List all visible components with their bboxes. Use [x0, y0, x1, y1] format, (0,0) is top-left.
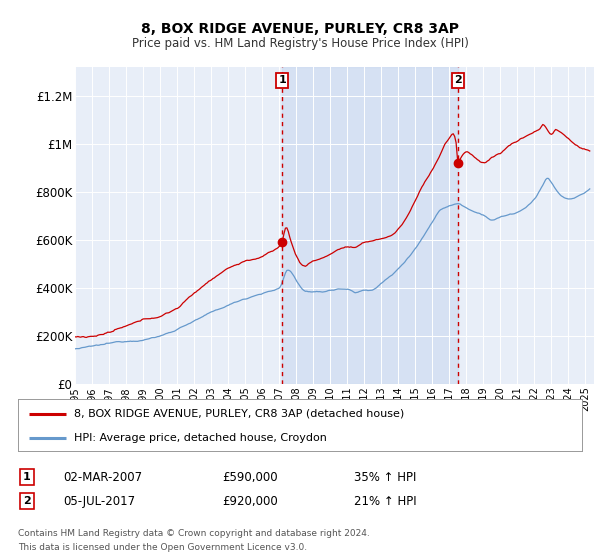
Text: 8, BOX RIDGE AVENUE, PURLEY, CR8 3AP (detached house): 8, BOX RIDGE AVENUE, PURLEY, CR8 3AP (de… — [74, 409, 404, 419]
Text: 02-MAR-2007: 02-MAR-2007 — [63, 470, 142, 484]
Text: Price paid vs. HM Land Registry's House Price Index (HPI): Price paid vs. HM Land Registry's House … — [131, 37, 469, 50]
Text: 35% ↑ HPI: 35% ↑ HPI — [354, 470, 416, 484]
Text: 05-JUL-2017: 05-JUL-2017 — [63, 494, 135, 508]
Text: This data is licensed under the Open Government Licence v3.0.: This data is licensed under the Open Gov… — [18, 543, 307, 552]
Text: Contains HM Land Registry data © Crown copyright and database right 2024.: Contains HM Land Registry data © Crown c… — [18, 529, 370, 538]
Text: 2: 2 — [23, 496, 31, 506]
Text: 1: 1 — [278, 76, 286, 85]
Text: £590,000: £590,000 — [222, 470, 278, 484]
Text: 2: 2 — [454, 76, 462, 85]
Bar — [282, 67, 458, 384]
Text: HPI: Average price, detached house, Croydon: HPI: Average price, detached house, Croy… — [74, 433, 327, 443]
Text: 21% ↑ HPI: 21% ↑ HPI — [354, 494, 416, 508]
Text: £920,000: £920,000 — [222, 494, 278, 508]
Text: 1: 1 — [23, 472, 31, 482]
Text: 8, BOX RIDGE AVENUE, PURLEY, CR8 3AP: 8, BOX RIDGE AVENUE, PURLEY, CR8 3AP — [141, 22, 459, 36]
